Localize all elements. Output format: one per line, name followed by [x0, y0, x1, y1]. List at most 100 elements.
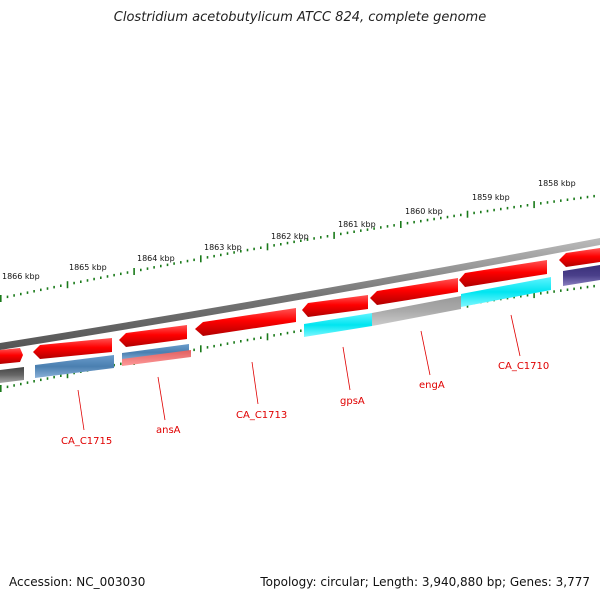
minor-tick [453, 214, 455, 218]
gene-arrow[interactable] [195, 308, 296, 336]
minor-tick [93, 277, 95, 281]
minor-tick [513, 205, 515, 209]
minor-tick [26, 381, 29, 384]
minor-tick [86, 279, 89, 282]
minor-tick [180, 261, 182, 264]
minor-tick [586, 285, 589, 289]
minor-tick [486, 209, 489, 213]
major-tick [333, 231, 335, 239]
minor-tick [526, 294, 529, 297]
major-tick [0, 385, 2, 392]
minor-tick [493, 208, 495, 212]
minor-tick [186, 259, 189, 263]
gene-block[interactable] [563, 265, 600, 286]
minor-tick [446, 215, 449, 219]
gene-arrow[interactable] [302, 295, 368, 317]
minor-tick [240, 340, 242, 343]
minor-tick [193, 258, 195, 262]
minor-tick [260, 246, 262, 249]
gene-label[interactable]: gpsA [340, 396, 365, 407]
gene-arrow[interactable] [370, 278, 458, 305]
minor-tick [253, 337, 255, 341]
minor-tick [173, 262, 175, 265]
minor-tick [586, 195, 589, 199]
gene-block[interactable] [304, 313, 372, 337]
minor-tick [40, 288, 42, 292]
kbp-labels: 1866 kbp 1865 kbp 1864 kbp 1863 kbp 1862… [2, 179, 576, 281]
gene-block[interactable] [0, 367, 24, 383]
gene-arrow[interactable] [33, 338, 112, 359]
minor-tick [280, 243, 282, 246]
gene-block[interactable] [372, 296, 461, 326]
minor-tick [393, 224, 395, 227]
minor-tick [126, 271, 129, 274]
minor-tick [513, 295, 515, 299]
minor-tick [560, 199, 562, 202]
minor-tick [246, 248, 249, 252]
minor-tick [340, 232, 342, 236]
kbp-label: 1859 kbp [472, 193, 510, 202]
minor-tick [193, 348, 195, 352]
minor-tick [346, 231, 349, 235]
minor-tick [33, 380, 35, 383]
minor-tick [46, 287, 49, 290]
minor-tick [46, 377, 49, 380]
minor-tick [273, 244, 275, 247]
kbp-label: 1858 kbp [538, 179, 576, 188]
minor-tick [53, 375, 55, 379]
minor-tick [500, 207, 502, 211]
minor-tick [73, 281, 75, 285]
gene-arrow[interactable] [459, 260, 547, 287]
gene-label[interactable]: CA_C1710 [498, 361, 549, 372]
minor-tick [380, 226, 382, 229]
minor-tick [246, 338, 249, 342]
accession-text: Accession: NC_003030 [9, 575, 146, 589]
major-tick [200, 345, 202, 353]
minor-tick [220, 343, 222, 347]
minor-tick [540, 292, 542, 295]
minor-tick [460, 213, 462, 217]
major-tick [66, 281, 69, 289]
gene-label[interactable]: CA_C1715 [61, 436, 112, 447]
gene-arrow[interactable] [0, 348, 23, 364]
minor-tick [300, 239, 302, 242]
gene-block[interactable] [35, 355, 114, 378]
minor-tick [113, 273, 115, 277]
topology-text: Topology: circular; Length: 3,940,880 bp… [260, 575, 590, 589]
minor-tick [280, 333, 282, 336]
minor-tick [160, 264, 162, 268]
minor-tick [13, 384, 15, 387]
outer-tick-marks [0, 194, 595, 302]
major-tick [533, 201, 535, 209]
minor-tick [53, 285, 55, 289]
minor-tick [206, 256, 209, 259]
minor-tick [546, 291, 549, 294]
minor-tick [480, 210, 482, 214]
minor-tick [353, 230, 355, 233]
gene-arrow[interactable] [119, 325, 187, 347]
major-tick [466, 210, 469, 218]
minor-tick [420, 219, 422, 223]
minor-tick [426, 218, 429, 222]
minor-tick [306, 238, 309, 241]
minor-tick [286, 241, 289, 245]
minor-tick [580, 286, 582, 290]
minor-tick [26, 291, 29, 294]
gene-block[interactable] [461, 277, 551, 307]
minor-tick [293, 240, 295, 244]
gene-block[interactable] [122, 350, 191, 366]
gene-label[interactable]: engA [419, 380, 445, 391]
minor-tick [566, 198, 569, 201]
major-tick [533, 291, 535, 299]
gene-label[interactable]: CA_C1713 [236, 410, 287, 421]
minor-tick [60, 284, 62, 287]
gene-label[interactable]: ansA [156, 425, 181, 436]
minor-tick [213, 344, 215, 348]
minor-tick [373, 227, 375, 230]
kbp-label: 1864 kbp [137, 254, 175, 263]
minor-tick [433, 217, 435, 221]
minor-tick [120, 362, 122, 366]
gene-arrow[interactable] [559, 248, 600, 267]
gene-block[interactable] [122, 344, 189, 361]
